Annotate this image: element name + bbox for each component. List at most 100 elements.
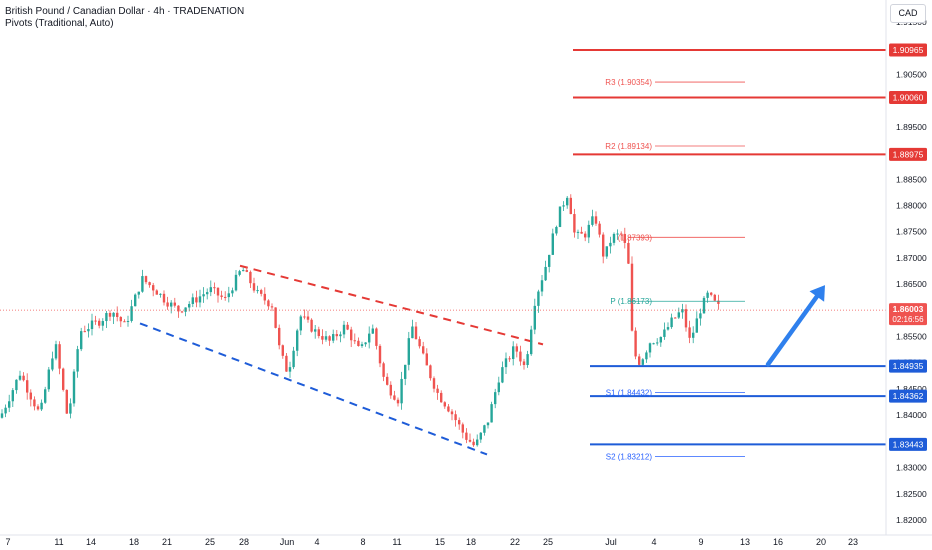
candle-body bbox=[90, 320, 94, 330]
candle bbox=[306, 310, 310, 323]
candle bbox=[447, 404, 450, 413]
candle-body bbox=[29, 392, 32, 400]
indicator-legend[interactable]: Pivots (Traditional, Auto) bbox=[5, 18, 114, 29]
current-price-box bbox=[889, 303, 927, 326]
candle-body bbox=[231, 290, 234, 294]
candle bbox=[526, 350, 529, 368]
candle-body bbox=[216, 287, 220, 296]
candle bbox=[83, 325, 86, 333]
candle-body bbox=[166, 302, 169, 307]
candle-body bbox=[522, 361, 526, 366]
candle bbox=[378, 344, 382, 368]
candle bbox=[245, 266, 248, 273]
candle-body bbox=[692, 332, 695, 338]
candle bbox=[666, 322, 670, 331]
candle-body bbox=[576, 231, 580, 233]
candle bbox=[227, 286, 230, 303]
candle-body bbox=[170, 302, 173, 307]
candle-body bbox=[152, 285, 155, 291]
candle bbox=[65, 389, 68, 414]
candle bbox=[108, 310, 112, 322]
time-tick-label: 18 bbox=[129, 537, 139, 547]
candle bbox=[314, 324, 317, 339]
candle bbox=[195, 290, 198, 308]
candle bbox=[648, 342, 652, 358]
channel-upper-line bbox=[239, 264, 544, 346]
time-tick-label: 23 bbox=[848, 537, 858, 547]
candle bbox=[252, 277, 256, 293]
candle-body bbox=[94, 320, 97, 322]
currency-button[interactable]: CAD bbox=[890, 4, 926, 23]
candle bbox=[400, 371, 403, 410]
candle-body bbox=[497, 382, 500, 393]
candle bbox=[141, 269, 144, 293]
candle-body bbox=[558, 206, 562, 227]
candle-body bbox=[458, 420, 461, 425]
price-tick-label: 1.86500 bbox=[896, 279, 927, 289]
candle-body bbox=[569, 197, 572, 215]
candle-body bbox=[8, 401, 11, 408]
candle-body bbox=[468, 439, 472, 442]
candle-body bbox=[184, 307, 187, 312]
pivot-label: R2 (1.89134) bbox=[605, 142, 652, 151]
candle bbox=[422, 341, 425, 355]
candle-body bbox=[274, 307, 277, 328]
candle bbox=[44, 386, 47, 404]
candle-body bbox=[0, 413, 4, 418]
arrow-head bbox=[809, 285, 825, 302]
candle-body bbox=[285, 355, 288, 372]
candle bbox=[450, 409, 454, 421]
candle bbox=[364, 342, 367, 347]
horizontal-levels bbox=[573, 49, 886, 446]
candle-body bbox=[116, 312, 119, 318]
price-tick-label: 1.87000 bbox=[896, 253, 927, 263]
candle-body bbox=[540, 280, 544, 292]
price-axis: 1.915001.910001.905001.900001.895001.890… bbox=[885, 0, 927, 535]
candle bbox=[472, 438, 475, 447]
candle-body bbox=[51, 358, 54, 370]
pivot-label: P (1.86173) bbox=[610, 297, 652, 306]
candle bbox=[465, 428, 468, 444]
support-price-label-text: 1.84935 bbox=[893, 361, 924, 371]
candle-body bbox=[33, 399, 36, 407]
time-tick-label: 15 bbox=[435, 537, 445, 547]
candle-body bbox=[677, 312, 680, 318]
candle bbox=[486, 422, 490, 429]
candle-body bbox=[299, 316, 302, 331]
candle-body bbox=[234, 274, 238, 291]
candle-body bbox=[627, 242, 630, 264]
candle-body bbox=[58, 344, 61, 369]
candle-body bbox=[252, 283, 256, 291]
candle bbox=[62, 367, 65, 392]
candle-body bbox=[508, 358, 511, 360]
candle bbox=[425, 348, 428, 366]
candles bbox=[0, 194, 720, 447]
time-tick-label: 8 bbox=[360, 537, 365, 547]
candle-body bbox=[314, 329, 317, 332]
candle-body bbox=[195, 297, 198, 303]
candle-body bbox=[648, 343, 652, 353]
candle-body bbox=[188, 303, 191, 308]
candle bbox=[533, 298, 536, 335]
candle-body bbox=[450, 411, 454, 415]
candle-body bbox=[332, 334, 335, 341]
candle bbox=[627, 238, 630, 264]
candle bbox=[213, 282, 216, 294]
candle-body bbox=[486, 422, 490, 426]
candle-body bbox=[684, 309, 688, 328]
candle bbox=[191, 293, 194, 308]
candle bbox=[681, 303, 684, 319]
candle-body bbox=[544, 266, 547, 281]
candle bbox=[321, 329, 324, 345]
candle bbox=[90, 313, 94, 336]
candle-body bbox=[310, 319, 313, 332]
candle bbox=[224, 291, 227, 301]
candle bbox=[242, 267, 245, 272]
candle-body bbox=[281, 345, 284, 356]
candle-body bbox=[623, 233, 626, 243]
candle bbox=[407, 331, 410, 371]
time-tick-label: 14 bbox=[86, 537, 96, 547]
candle-body bbox=[447, 406, 450, 412]
candle bbox=[652, 342, 655, 345]
